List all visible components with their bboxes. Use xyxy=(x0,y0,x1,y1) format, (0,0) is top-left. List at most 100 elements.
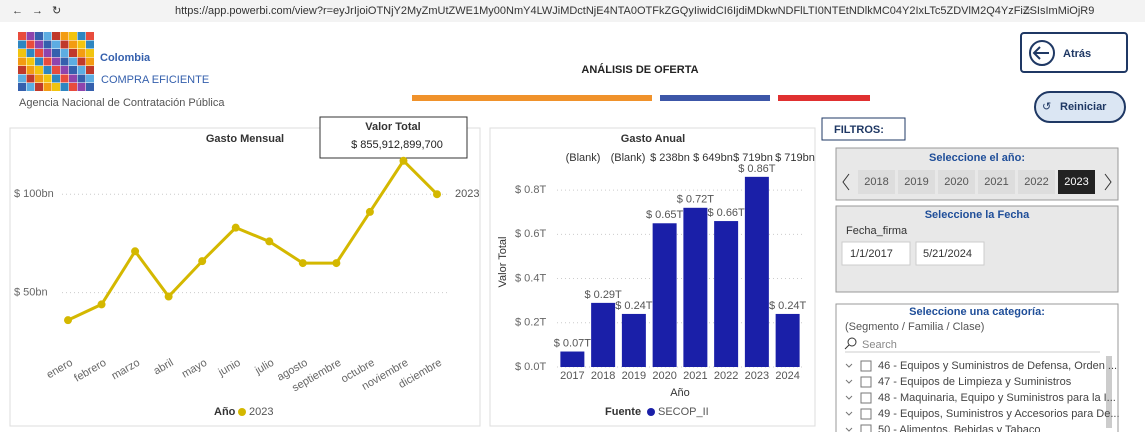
logo-tile xyxy=(35,66,43,74)
checkbox[interactable] xyxy=(860,376,872,388)
year-button[interactable] xyxy=(898,170,935,194)
logo-tile xyxy=(77,40,86,49)
date-field: Fecha_firma xyxy=(846,225,908,237)
reset-button[interactable] xyxy=(1034,91,1126,123)
bar xyxy=(744,176,769,367)
expand-chevron[interactable] xyxy=(845,379,853,384)
point xyxy=(399,156,408,165)
point xyxy=(365,207,374,216)
back-arrow[interactable]: ← xyxy=(12,5,23,17)
category-slicer xyxy=(835,303,1119,432)
point xyxy=(265,237,274,246)
category-item: 49 - Equipos, Suministros y Accesorios p… xyxy=(878,408,1120,420)
year-button[interactable] xyxy=(1018,170,1055,194)
scrollbar[interactable] xyxy=(1106,356,1112,428)
date-from: 1/1/2017 xyxy=(850,248,893,260)
logo-tile xyxy=(86,74,94,83)
reload[interactable]: ↻ xyxy=(52,5,61,17)
chart-title: Gasto Mensual xyxy=(206,133,284,145)
logo-tile xyxy=(77,32,86,40)
panel xyxy=(9,127,481,427)
bar xyxy=(591,302,616,367)
logo-tile xyxy=(26,40,35,49)
year-title: Seleccione el año: xyxy=(929,152,1025,164)
legend-swatch xyxy=(647,408,655,416)
year-button[interactable] xyxy=(978,170,1015,194)
url[interactable]: https://app.powerbi.com/view?r=eyJrIjoiO… xyxy=(175,5,1094,17)
checkbox[interactable] xyxy=(860,360,872,372)
data-label: $ 0.66T xyxy=(707,207,745,219)
bar xyxy=(714,221,739,367)
logo-tile xyxy=(43,74,52,83)
logo-tile xyxy=(18,32,26,40)
logo-tile xyxy=(52,83,60,91)
logo-tile xyxy=(86,57,94,66)
x-tick-label: 2018 xyxy=(591,370,615,382)
logo-tile xyxy=(60,66,69,74)
y-tick-label: $ 0.0T xyxy=(515,361,546,373)
y-tick-label: $ 0.4T xyxy=(515,272,546,284)
search-icon xyxy=(847,337,857,347)
data-label: $ 0.24T xyxy=(615,300,653,312)
x-axis-title: Año xyxy=(670,387,690,399)
bar xyxy=(775,313,800,367)
year-label: 2020 xyxy=(944,176,968,188)
logo-tile xyxy=(52,74,60,83)
category-item: 50 - Alimentos, Bebidas y Tabaco xyxy=(878,424,1040,432)
chevron-right[interactable] xyxy=(1104,173,1112,191)
back-icon-arrow xyxy=(1032,46,1049,60)
logo-tile xyxy=(69,40,77,49)
legend-label: 2023 xyxy=(249,406,273,418)
expand-chevron[interactable] xyxy=(845,395,853,400)
chart-title: Gasto Anual xyxy=(621,133,685,145)
forward-arrow: → xyxy=(32,5,43,17)
checkbox[interactable] xyxy=(860,408,872,420)
chevron-left[interactable] xyxy=(842,173,850,191)
logo-mosaic xyxy=(18,32,94,91)
year-label: 2019 xyxy=(904,176,928,188)
accent-bar xyxy=(660,95,770,101)
bar xyxy=(683,207,708,367)
logo-tile xyxy=(60,57,69,66)
year-button[interactable] xyxy=(858,170,895,194)
logo-tile xyxy=(18,49,26,57)
checkbox[interactable] xyxy=(860,424,872,432)
year-label: 2018 xyxy=(864,176,888,188)
point xyxy=(231,223,240,232)
expand-chevron[interactable] xyxy=(845,411,853,416)
card-value: $ 855,912,899,700 xyxy=(351,139,443,151)
logo-tile xyxy=(26,49,35,57)
date-input[interactable] xyxy=(915,241,985,266)
bar xyxy=(560,351,585,367)
legend-label: SECOP_II xyxy=(658,406,709,418)
point xyxy=(164,292,173,301)
legend-swatch xyxy=(238,408,246,416)
reset-label: Reiniciar xyxy=(1060,101,1107,113)
date-input[interactable] xyxy=(841,241,911,266)
point xyxy=(198,257,207,266)
checkbox[interactable] xyxy=(860,392,872,404)
logo-tile xyxy=(86,49,94,57)
search[interactable]: Search xyxy=(862,339,897,351)
logo-tile xyxy=(43,40,52,49)
logo-tile xyxy=(26,32,35,40)
logo-tile xyxy=(18,83,26,91)
star[interactable]: ☆ xyxy=(1022,5,1032,17)
logo-tile xyxy=(69,32,77,40)
year-button[interactable] xyxy=(1058,170,1095,194)
category-item: 48 - Maquinaria, Equipo y Suministros pa… xyxy=(878,392,1116,404)
x-tick-label: 2020 xyxy=(652,370,676,382)
logo-tile xyxy=(35,83,43,91)
logo-tile xyxy=(18,40,26,49)
y-axis-title: Valor Total xyxy=(497,237,509,288)
year-label: 2021 xyxy=(984,176,1008,188)
logo-tile xyxy=(43,32,52,40)
logo-tile xyxy=(60,83,69,91)
data-label: $ 0.24T xyxy=(769,300,807,312)
line xyxy=(67,158,439,322)
logo-tile xyxy=(52,66,60,74)
year-button[interactable] xyxy=(938,170,975,194)
expand-chevron[interactable] xyxy=(845,363,853,368)
logo-tile xyxy=(18,74,26,83)
expand-chevron[interactable] xyxy=(845,427,853,432)
